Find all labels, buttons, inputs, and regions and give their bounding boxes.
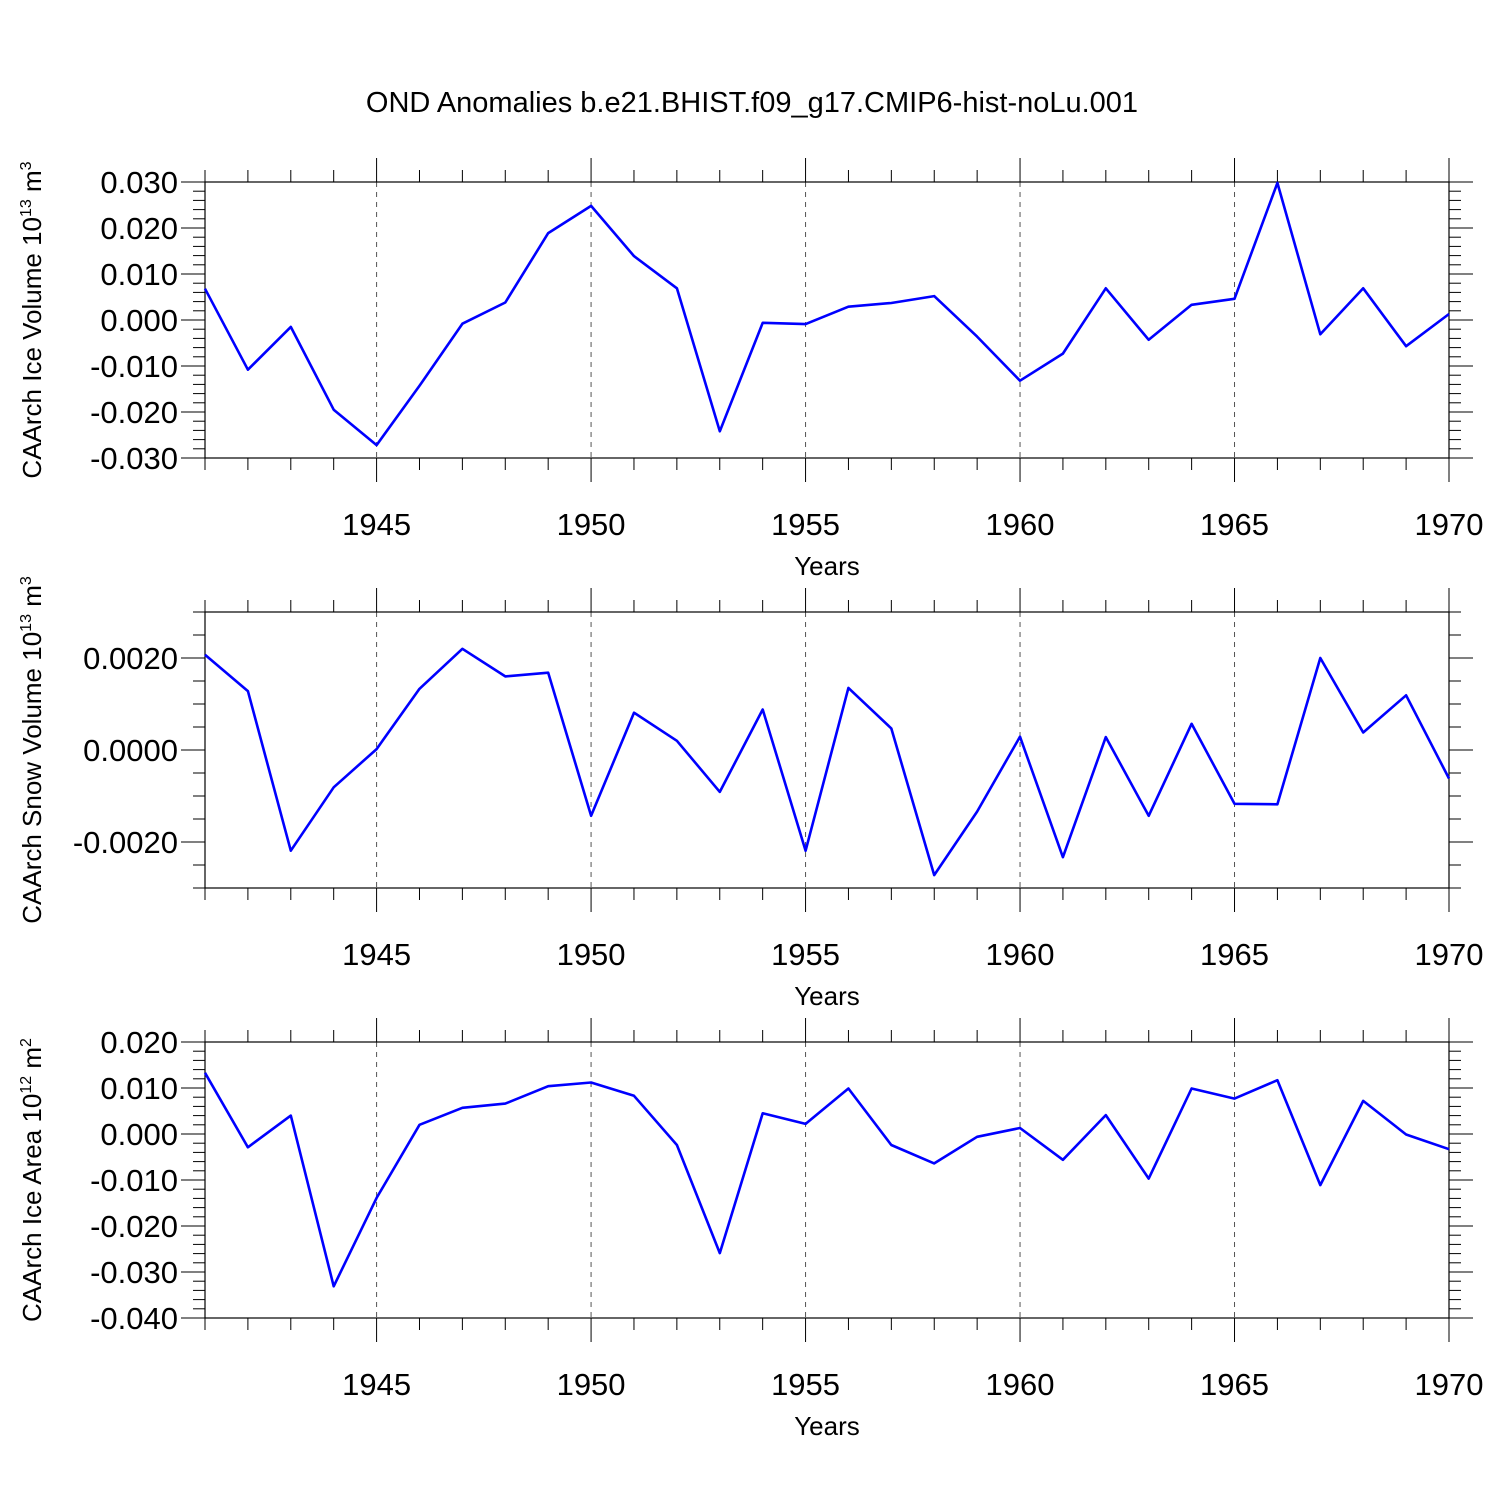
y-tick-label: 0.030 [100,165,178,200]
x-tick-label: 1960 [986,937,1055,972]
y-tick-label: 0.020 [100,211,178,246]
x-tick-label: 1955 [771,937,840,972]
panels: -0.030 -0.020 -0.010 0.000 0.010 0.020 0.030 19… [17,158,1483,1441]
y-tick-label: 0.020 [100,1025,178,1060]
panel-ice-volume: -0.030 -0.020 -0.010 0.000 0.010 0.020 0.030 19… [17,158,1483,581]
panel-ice-area: -0.040 -0.030 -0.020 -0.010 0.000 0.010 0.020 1… [17,1018,1483,1441]
x-tick-label: 1965 [1200,1367,1269,1402]
y-tick-label: 0.010 [100,1071,178,1106]
y-axis-label: CAArch Ice Area 1012 m2 [17,1038,47,1322]
y-axis-label: CAArch Ice Volume 1013 m3 [17,161,47,478]
x-tick-label: 1970 [1415,937,1484,972]
plot-frame [204,181,1450,459]
x-tick-label: 1950 [557,937,626,972]
x-tick-label: 1950 [557,1367,626,1402]
y-tick-label: -0.030 [90,441,178,476]
x-axis-label: Years [794,981,860,1011]
y-tick-label: 0.010 [100,257,178,292]
y-tick-label: -0.010 [90,349,178,384]
x-axis-label: Years [794,551,860,581]
y-tick-label: 0.0020 [83,641,178,676]
series-line-ice-area [203,1072,1450,1288]
y-tick-label: 0.0000 [83,733,178,768]
y-tick-label: -0.040 [90,1301,178,1336]
x-tick-label: 1955 [771,1367,840,1402]
plot-frame [204,1041,1450,1319]
y-tick-label: -0.020 [90,395,178,430]
x-tick-label: 1970 [1415,507,1484,542]
x-tick-label: 1960 [986,1367,1055,1402]
y-tick-label: -0.0020 [73,825,178,860]
y-tick-label: -0.020 [90,1209,178,1244]
y-tick-label: 0.000 [100,1117,178,1152]
y-tick-label: -0.030 [90,1255,178,1290]
series-line-snow-volume [204,647,1451,877]
x-tick-label: 1970 [1415,1367,1484,1402]
x-tick-label: 1965 [1200,937,1269,972]
x-axis-label: Years [794,1411,860,1441]
figure-title: OND Anomalies b.e21.BHIST.f09_g17.CMIP6-… [366,87,1138,119]
panel-snow-volume: -0.0020 0.0000 0.0020 1945 1950 1955 1960 1965 1… [17,576,1483,1011]
series-line-ice-volume [203,181,1450,447]
y-axis-label: CAArch Snow Volume 1013 m3 [17,576,47,924]
x-tick-label: 1945 [342,507,411,542]
x-tick-label: 1955 [771,507,840,542]
x-tick-label: 1960 [986,507,1055,542]
y-tick-label: -0.010 [90,1163,178,1198]
x-tick-label: 1965 [1200,507,1269,542]
x-tick-label: 1950 [557,507,626,542]
y-tick-label: 0.000 [100,303,178,338]
plot-frame [204,611,1450,889]
x-tick-label: 1945 [342,937,411,972]
x-tick-label: 1945 [342,1367,411,1402]
